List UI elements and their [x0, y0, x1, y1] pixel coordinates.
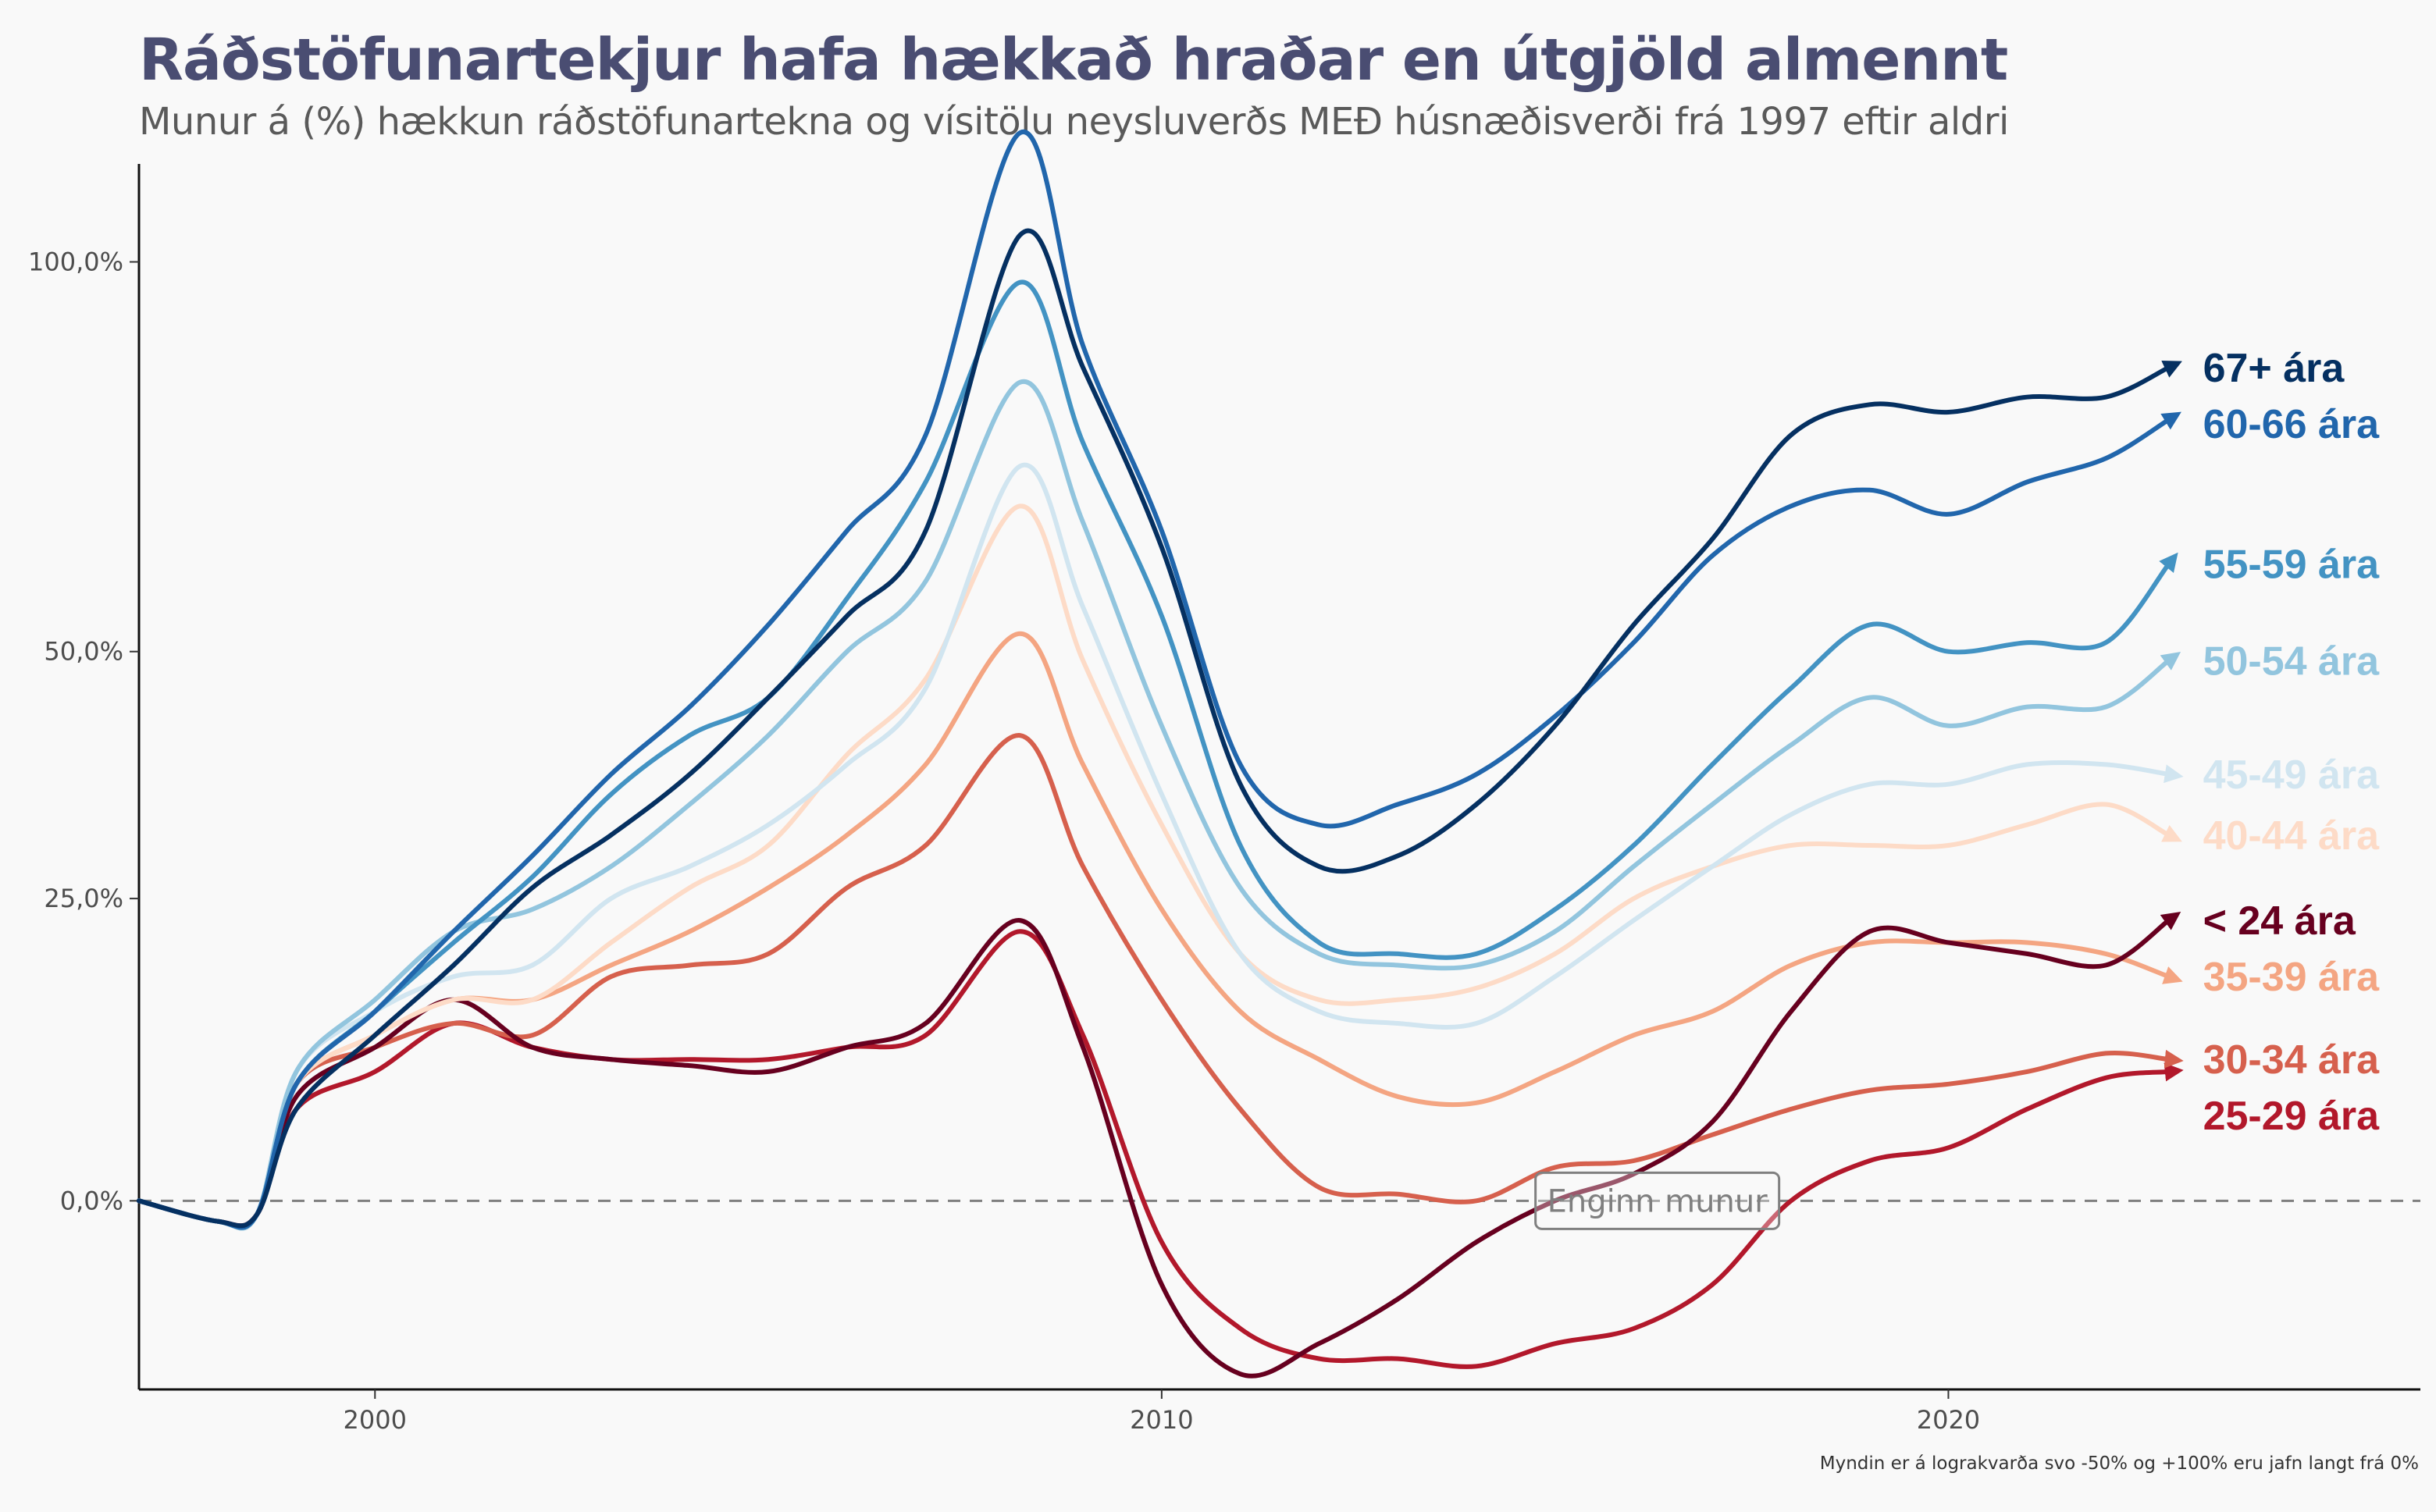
- series-line-67+ra: [137, 228, 2182, 1229]
- series-line-3034ra: [137, 733, 2184, 1230]
- series-lines: [137, 129, 2184, 1379]
- x-tick-label: 2010: [1130, 1405, 1193, 1435]
- series-label: 25-29 ára: [2203, 1094, 2381, 1139]
- y-tick-label: 0,0%: [60, 1186, 123, 1215]
- annotation-text: Enginn munur: [1547, 1183, 1768, 1219]
- series-line-3539ra: [137, 631, 2183, 1230]
- series-label: 45-49 ára: [2203, 752, 2381, 798]
- y-tick-label: 50,0%: [44, 637, 123, 667]
- annotation: Enginn munur: [1534, 1171, 1781, 1230]
- chart-title: Ráðstöfunartekjur hafa hækkað hraðar en …: [139, 27, 2008, 94]
- axes: 0,0% 25,0% 50,0% 100,0% 2000 2010 2020: [28, 164, 2420, 1435]
- series-label: 40-44 ára: [2203, 813, 2381, 859]
- series-label: 67+ ára: [2203, 346, 2345, 391]
- chart-caption: Myndin er á lograkvarða svo -50% og +100…: [1819, 1453, 2419, 1474]
- series-label: 55-59 ára: [2203, 543, 2381, 588]
- x-tick-label: 2000: [344, 1405, 407, 1435]
- annotation-box: [1534, 1171, 1781, 1230]
- series-label: 60-66 ára: [2203, 402, 2381, 447]
- series-line-4044ra: [137, 503, 2182, 1230]
- chart-subtitle: Munur á (%) hækkun ráðstöfunartekna og v…: [139, 100, 2009, 144]
- y-tick-label: 100,0%: [28, 247, 123, 276]
- series-label: 35-39 ára: [2203, 955, 2381, 1000]
- series-labels: 67+ ára 60-66 ára 55-59 ára 50-54 ára 45-49 …: [2203, 346, 2381, 1139]
- y-tick-label: 25,0%: [44, 884, 123, 913]
- series-line-6066ra: [137, 129, 2181, 1230]
- series-label: 30-34 ára: [2203, 1037, 2381, 1083]
- series-label: 50-54 ára: [2203, 639, 2381, 684]
- x-tick-label: 2020: [1917, 1405, 1980, 1435]
- series-label: < 24 ára: [2203, 898, 2356, 944]
- series-line-5054ra: [137, 379, 2181, 1231]
- series-line-2529ra: [137, 929, 2184, 1369]
- series-line-5559ra: [137, 279, 2178, 1230]
